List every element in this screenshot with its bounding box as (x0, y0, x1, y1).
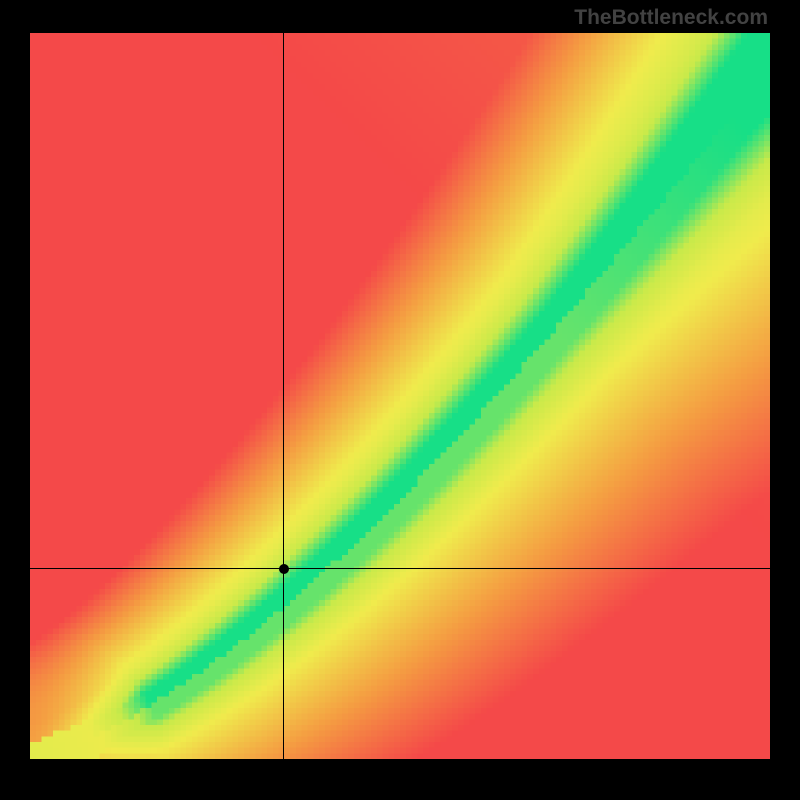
heatmap-canvas (30, 33, 770, 759)
bottleneck-heatmap (30, 33, 770, 759)
selection-marker (279, 564, 289, 574)
watermark-text: TheBottleneck.com (574, 6, 768, 30)
crosshair-vertical (283, 33, 284, 759)
crosshair-horizontal (30, 568, 770, 569)
